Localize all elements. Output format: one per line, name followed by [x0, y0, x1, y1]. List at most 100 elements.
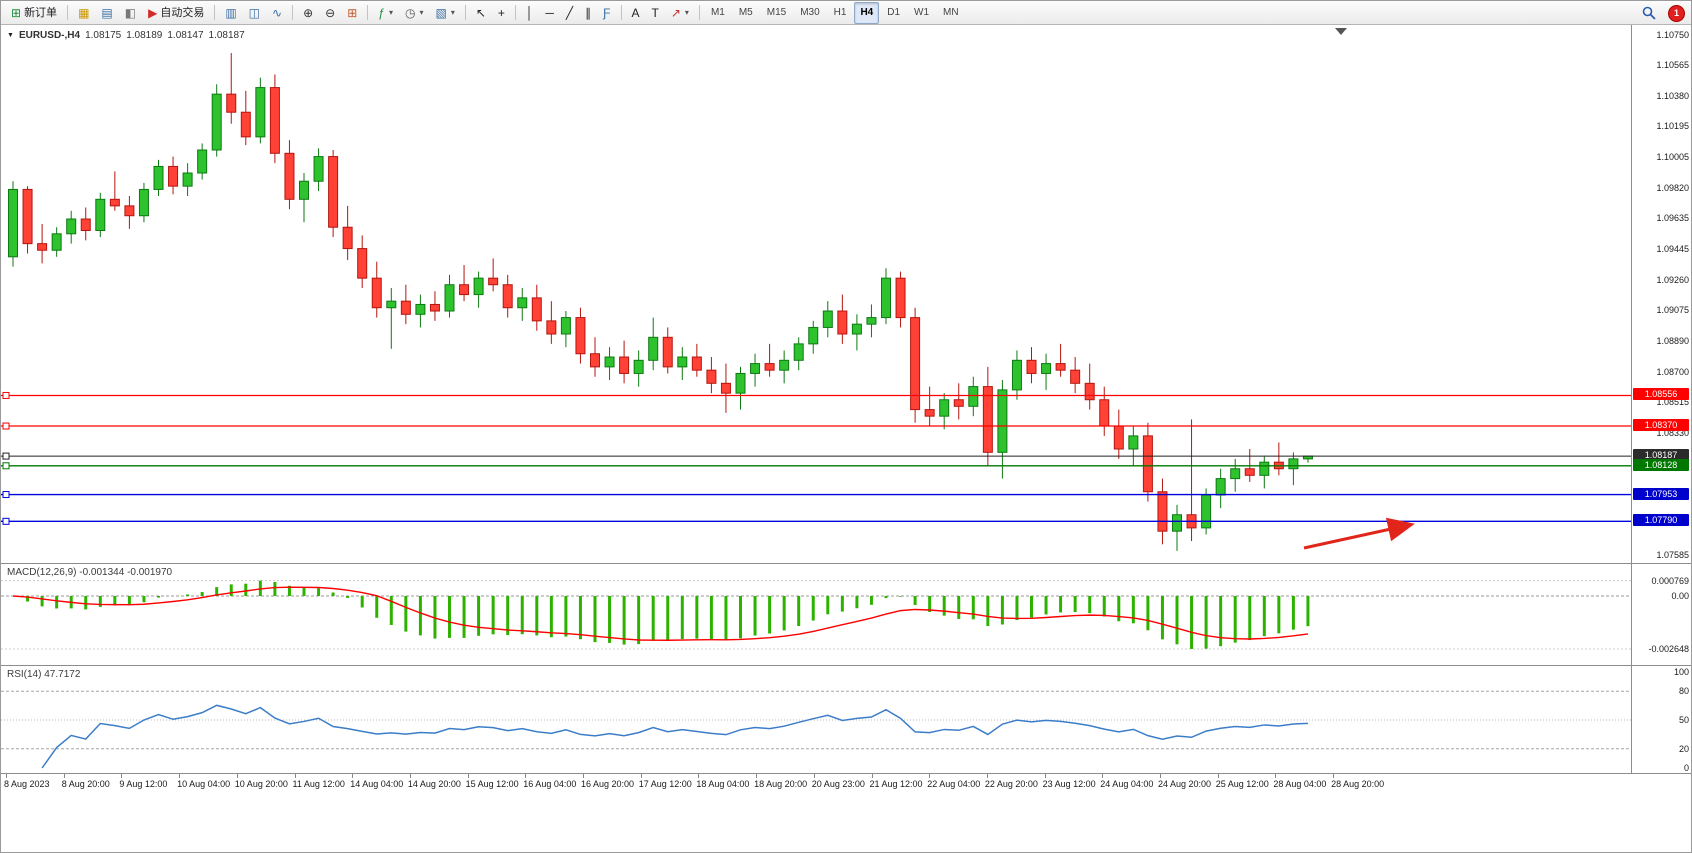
new-order-label: 新订单: [24, 6, 58, 19]
timeframe-mn[interactable]: MN: [943, 6, 959, 18]
main-chart-pane[interactable]: ▼ EURUSD-,H4 1.08175 1.08189 1.08147 1.0…: [1, 25, 1631, 563]
candles: [8, 53, 1313, 551]
periods-icon: ◷: [404, 5, 416, 20]
price-axis-label: 1.10750: [1656, 30, 1689, 40]
macd-canvas[interactable]: [1, 564, 1631, 665]
vertical-line-button[interactable]: │: [521, 4, 539, 22]
timeframe-m5[interactable]: M5: [738, 6, 753, 18]
time-tick: [698, 774, 700, 778]
arrow-tools-button[interactable]: ↗ ▾: [666, 2, 694, 24]
indicators-button[interactable]: ƒ ▾: [373, 2, 398, 24]
navigator-icon: ▤: [101, 5, 113, 20]
notification-badge[interactable]: 1: [1668, 4, 1685, 22]
candlestick-chart-icon: ◫: [248, 5, 261, 20]
time-axis-label: 11 Aug 12:00: [292, 779, 345, 789]
candlestick-canvas[interactable]: [1, 25, 1631, 563]
bar-chart-icon: ▥: [225, 5, 237, 20]
equidistant-channel-button[interactable]: ∥: [580, 4, 596, 22]
toolbar-group: ⊕ ⊖ ⊞: [297, 1, 363, 24]
rsi-axis-label: 100: [1673, 667, 1689, 677]
equidistant-channel-icon: ∥: [585, 5, 592, 20]
crosshair-button[interactable]: +: [493, 4, 510, 22]
trend-arrow[interactable]: [1303, 517, 1415, 550]
price-axis-label: 1.09820: [1656, 182, 1689, 193]
macd-title: MACD(12,26,9) -0.001344 -0.001970: [7, 567, 173, 578]
time-tick: [871, 774, 873, 778]
timeframe-m30[interactable]: M30: [800, 6, 820, 18]
price-axis-label: 1.09445: [1656, 244, 1689, 255]
time-tick: [986, 774, 988, 778]
price-axis-label: 1.07585: [1656, 550, 1689, 560]
time-tick: [1275, 774, 1277, 778]
price-axis-label: 1.08515: [1656, 397, 1689, 408]
ohlc-high: 1.08189: [126, 30, 163, 41]
toolbar-group: │ ─ ╱ ∥ Ƒ: [520, 1, 617, 24]
time-tick: [929, 774, 931, 778]
toolbar-divider: [67, 5, 69, 20]
pane-separator[interactable]: [1, 665, 1691, 666]
search-button[interactable]: [1637, 4, 1661, 22]
timeframe-w1[interactable]: W1: [914, 6, 930, 18]
toolbar: ⊞ 新订单 ▦ ▤ ◧ ▶ 自动交易 ▥ ◫ ∿ ⊕ ⊖ ⊞ ƒ ▾ ◷ ▾ ▧ ▾ ↖ + │ ─ ╱ ∥ Ƒ A T ↗ ▾ M1 M5 M…: [1, 1, 1691, 25]
candlestick-chart-button[interactable]: ◫: [244, 4, 265, 22]
navigator-button[interactable]: ▤: [96, 4, 117, 22]
time-axis[interactable]: 8 Aug 2023 8 Aug 20:00 9 Aug 12:00 10 Aug 0…: [1, 774, 1691, 796]
time-tick: [294, 774, 296, 778]
time-tick: [352, 774, 354, 778]
time-axis-label: 15 Aug 12:00: [465, 779, 519, 789]
horizontal-lines[interactable]: [1, 391, 1631, 525]
auto-trading-button[interactable]: ▶ 自动交易: [143, 2, 209, 24]
price-axis-label: 1.10005: [1656, 152, 1689, 163]
collapse-icon[interactable]: ▼: [7, 32, 14, 39]
price-axis-label: 1.10380: [1656, 90, 1689, 101]
text-label-button[interactable]: T: [647, 4, 664, 22]
price-tag-1.08128: 1.08128: [1633, 458, 1689, 471]
time-axis-label: 24 Aug 04:00: [1100, 779, 1154, 789]
rsi-axis-label: 20: [1678, 743, 1689, 754]
time-tick: [813, 774, 815, 778]
auto-trading-label: 自动交易: [160, 6, 205, 19]
zoom-in-button[interactable]: ⊕: [298, 4, 318, 22]
toolbar-divider: [464, 5, 466, 20]
timeframe-h4[interactable]: H4: [854, 1, 880, 24]
timeframe-m15[interactable]: M15: [766, 6, 787, 18]
macd-signal-line: [12, 586, 1309, 641]
line-chart-button[interactable]: ∿: [267, 4, 287, 22]
macd-axis-label: 0.000769: [1651, 575, 1689, 586]
price-axis-label: 1.09260: [1656, 274, 1689, 285]
toolbar-right: 1: [1636, 1, 1685, 25]
time-axis-label: 28 Aug 04:00: [1273, 779, 1327, 789]
pane-separator[interactable]: [1, 773, 1691, 774]
fibonacci-button[interactable]: Ƒ: [598, 4, 615, 22]
horizontal-line-button[interactable]: ─: [540, 4, 559, 22]
tile-windows-button[interactable]: ⊞: [342, 4, 362, 22]
macd-histogram: [26, 580, 1310, 649]
trendline-button[interactable]: ╱: [561, 4, 578, 22]
trendline-icon: ╱: [565, 5, 574, 20]
market-watch-button[interactable]: ▦: [73, 4, 94, 22]
periods-button[interactable]: ◷ ▾: [400, 2, 429, 24]
price-scale[interactable]: 1.10750 1.10565 1.10380 1.10195 1.10005 1.098…: [1631, 25, 1691, 773]
time-axis-label: 18 Aug 20:00: [754, 779, 808, 789]
text-button[interactable]: A: [627, 4, 645, 22]
templates-button[interactable]: ▧ ▾: [430, 2, 459, 24]
time-tick: [467, 774, 469, 778]
cursor-button[interactable]: ↖: [471, 4, 491, 22]
rsi-canvas[interactable]: [1, 666, 1631, 773]
price-tag-1.08556: 1.08556: [1633, 388, 1689, 401]
chart-shift-marker[interactable]: [1335, 28, 1347, 35]
timeframe-d1[interactable]: D1: [887, 6, 901, 18]
terminal-button[interactable]: ◧: [120, 4, 141, 22]
zoom-out-button[interactable]: ⊖: [320, 4, 340, 22]
timeframe-h1[interactable]: H1: [833, 6, 847, 18]
bar-chart-button[interactable]: ▥: [220, 4, 241, 22]
rsi-axis-label: 50: [1678, 715, 1689, 725]
new-order-button[interactable]: ⊞ 新订单: [6, 2, 62, 24]
time-tick: [1044, 774, 1046, 778]
rsi-pane[interactable]: RSI(14) 47.7172: [1, 666, 1631, 773]
macd-pane[interactable]: MACD(12,26,9) -0.001344 -0.001970: [1, 564, 1631, 665]
toolbar-group: ↖ +: [470, 1, 511, 24]
pane-separator[interactable]: [1, 563, 1691, 564]
toolbar-divider: [367, 5, 369, 20]
timeframe-m1[interactable]: M1: [710, 6, 725, 18]
